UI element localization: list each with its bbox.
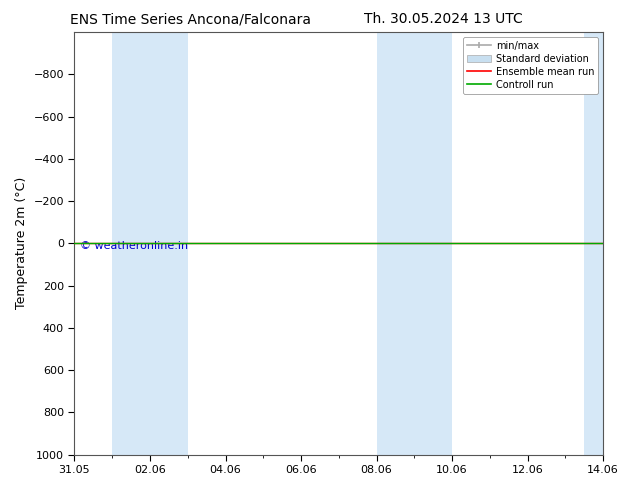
Bar [377, 32, 452, 455]
Bar [112, 32, 188, 455]
Text: Th. 30.05.2024 13 UTC: Th. 30.05.2024 13 UTC [365, 12, 523, 26]
Legend: min/max, Standard deviation, Ensemble mean run, Controll run: min/max, Standard deviation, Ensemble me… [463, 37, 598, 94]
Text: © weatheronline.in: © weatheronline.in [80, 241, 188, 251]
Y-axis label: Temperature 2m (°C): Temperature 2m (°C) [15, 177, 28, 310]
Bar [585, 32, 603, 455]
Text: ENS Time Series Ancona/Falconara: ENS Time Series Ancona/Falconara [70, 12, 311, 26]
